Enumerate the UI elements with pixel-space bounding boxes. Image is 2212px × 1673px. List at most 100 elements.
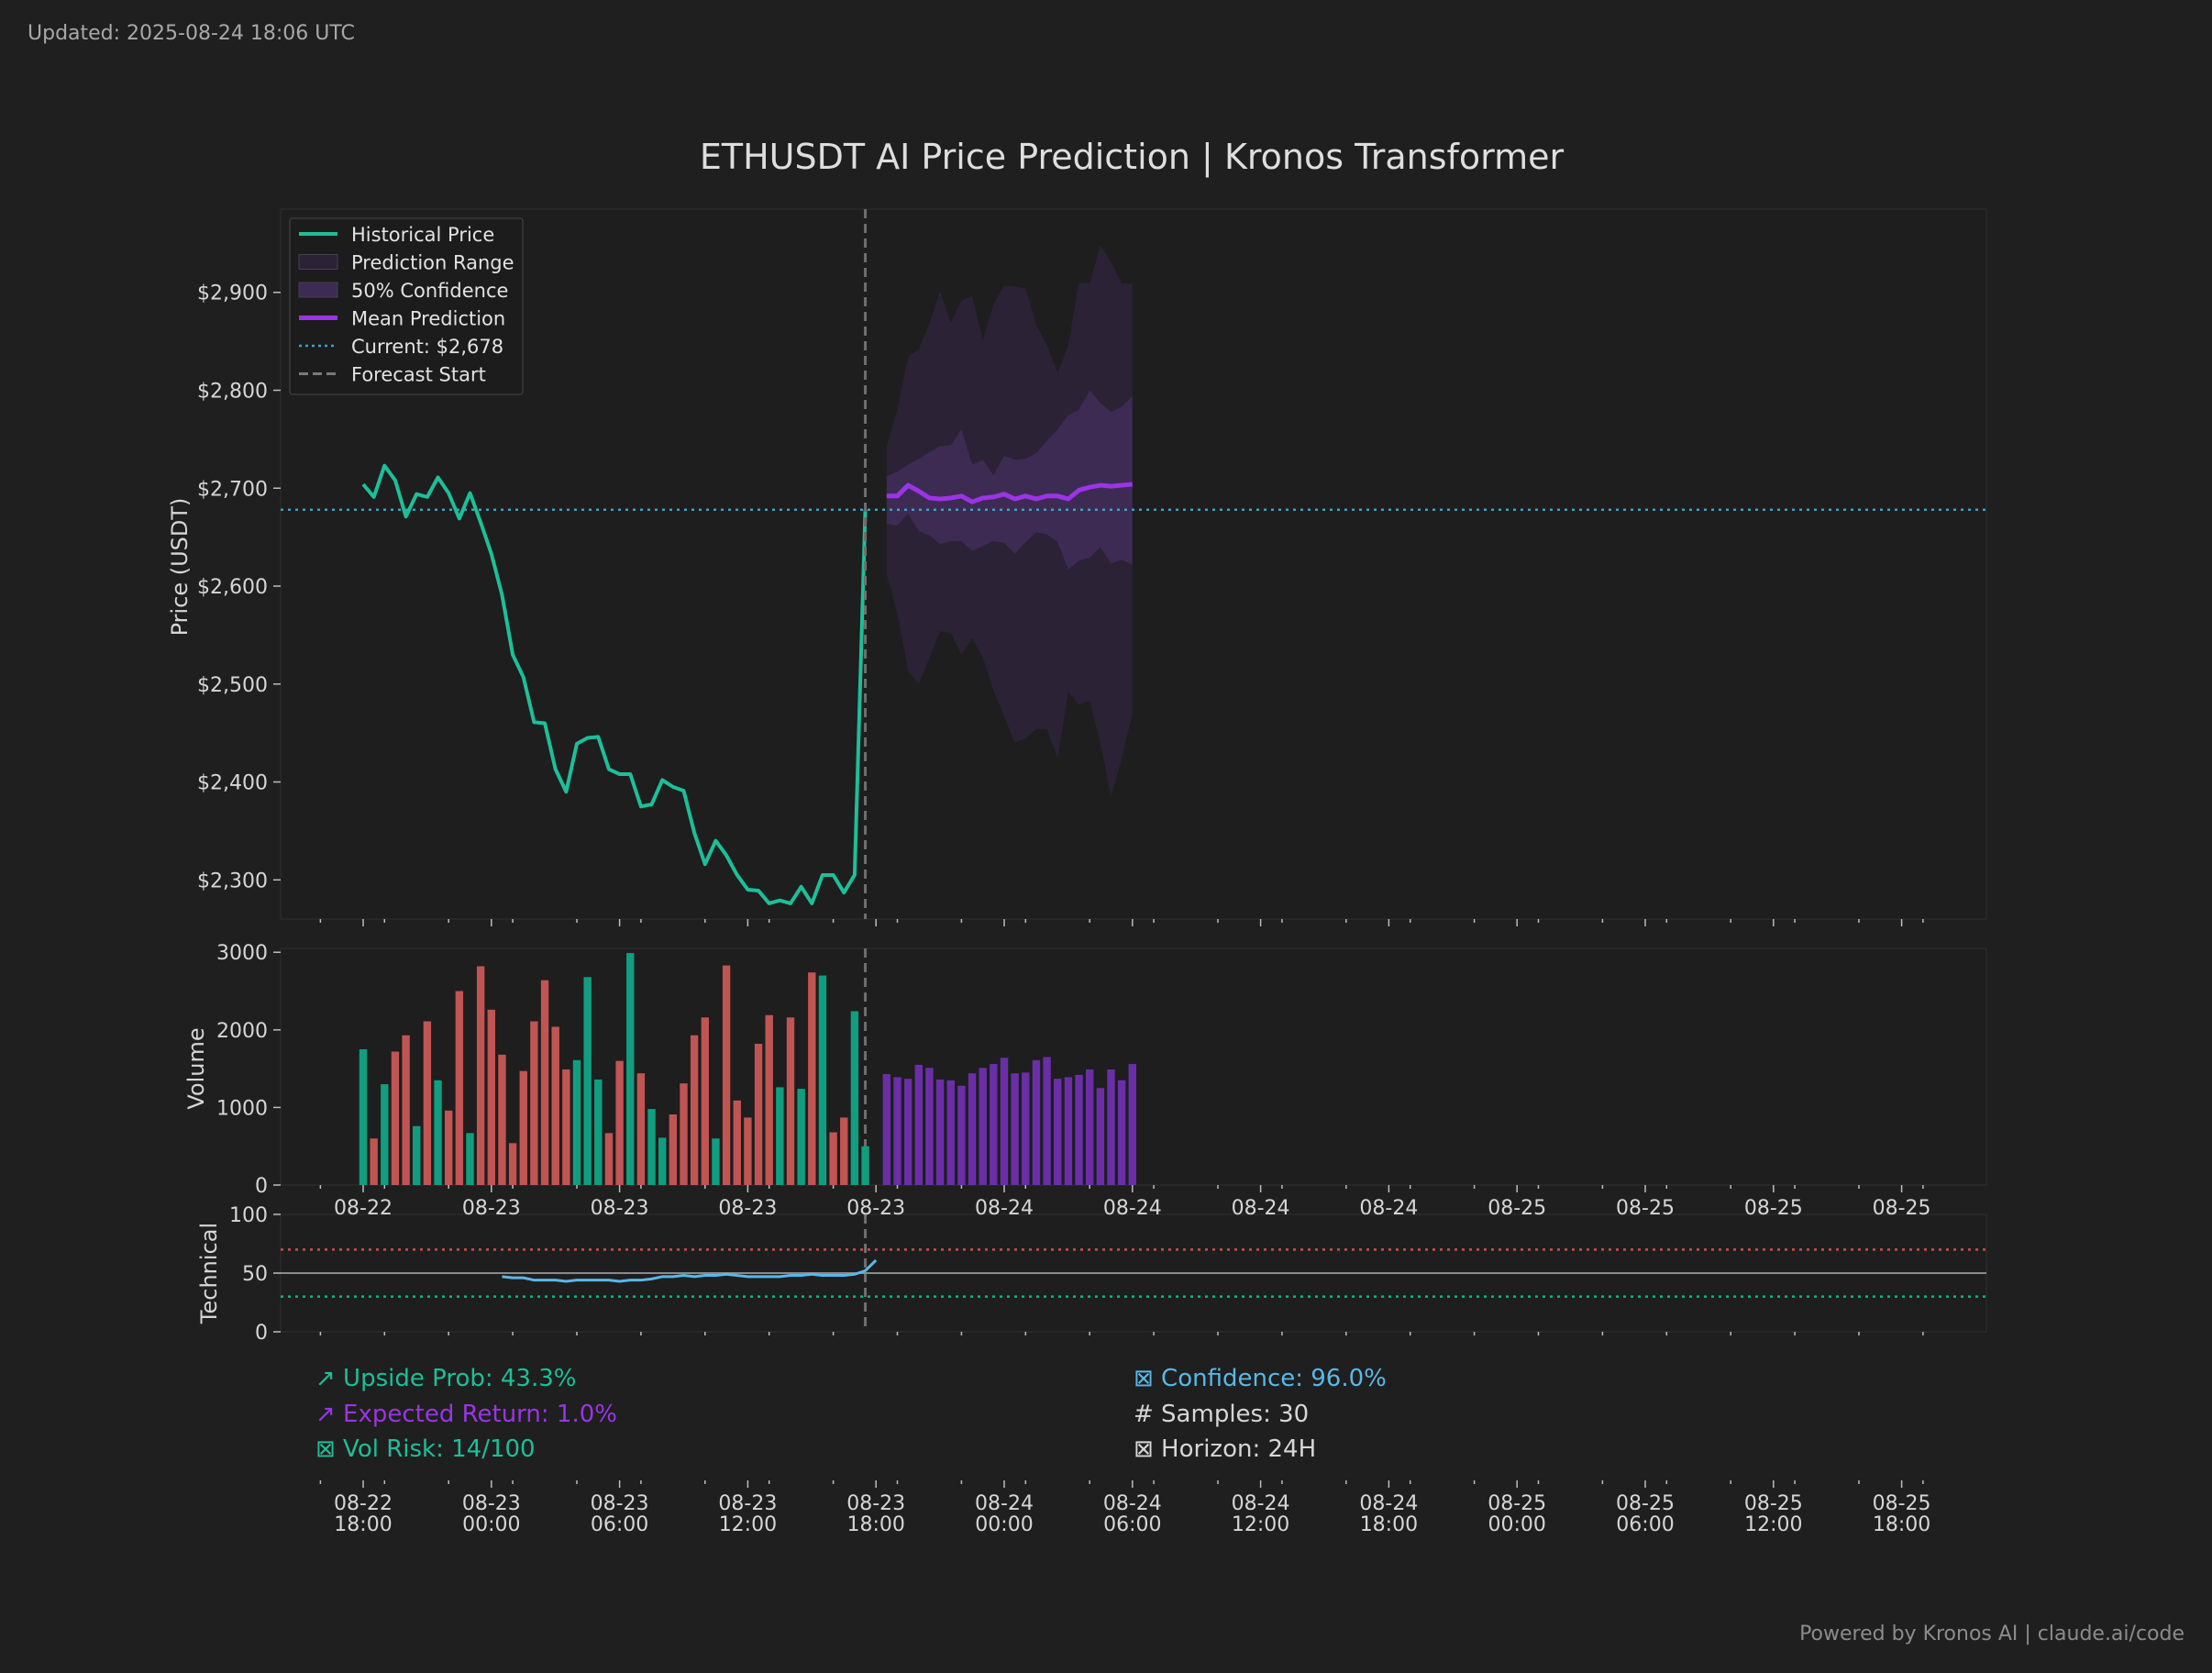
predicted-volume-bar: [990, 1064, 998, 1185]
predicted-volume-bar: [1075, 1074, 1083, 1185]
volume-bar: [540, 980, 549, 1185]
bottom-xtick-date: 08-25: [1873, 1492, 1931, 1515]
predicted-volume-bar: [1011, 1073, 1019, 1185]
volume-bar: [861, 1146, 869, 1185]
volume-bar: [701, 1017, 709, 1185]
bottom-xtick-time: 12:00: [1232, 1513, 1289, 1536]
technical-axis-label: Technical: [196, 1223, 222, 1324]
volume-ytick-label: 1000: [216, 1097, 268, 1120]
predicted-volume-bar: [946, 1080, 955, 1185]
volume-ytick-label: 0: [255, 1175, 268, 1198]
volume-bar: [498, 1054, 506, 1185]
volume-bar: [658, 1137, 667, 1185]
predicted-volume-bar: [914, 1064, 923, 1185]
price-ytick-label: $2,400: [197, 772, 268, 795]
volume-xtick-label: 08-24: [1103, 1197, 1162, 1220]
bottom-xtick-date: 08-24: [1103, 1492, 1162, 1515]
volume-bar: [530, 1021, 538, 1185]
vol-risk: ⊠ Vol Risk: 14/100: [315, 1435, 536, 1463]
volume-bar: [476, 966, 485, 1185]
volume-bar: [818, 975, 827, 1185]
expected-return: ↗ Expected Return: 1.0%: [315, 1401, 617, 1428]
legend-mean-label: Mean Prediction: [351, 308, 505, 330]
chart-panels: [280, 208, 1987, 1333]
volume-bar: [797, 1089, 805, 1185]
samples: # Samples: 30: [1134, 1401, 1309, 1428]
volume-bar: [466, 1133, 474, 1185]
volume-bar: [776, 1087, 784, 1185]
volume-bar: [455, 991, 464, 1185]
predicted-volume-bar: [1128, 1064, 1136, 1185]
bottom-xtick-date: 08-24: [1359, 1492, 1418, 1515]
legend: Historical Price Prediction Range 50% Conf…: [289, 217, 524, 395]
predicted-volume-bar: [1107, 1069, 1115, 1185]
volume-bar: [583, 977, 592, 1185]
volume-bar: [829, 1132, 837, 1185]
bottom-xtick-date: 08-23: [462, 1492, 521, 1515]
volume-bar: [669, 1114, 678, 1185]
volume-bar: [636, 1073, 646, 1185]
technical-ytick-label: 100: [229, 1204, 268, 1227]
bottom-xtick-time: 06:00: [1616, 1513, 1674, 1536]
price-axis-label: Price (USDT): [167, 498, 193, 637]
volume-axis-label: Volume: [183, 1027, 209, 1109]
bottom-xtick-time: 06:00: [591, 1513, 648, 1536]
volume-bar: [754, 1044, 763, 1185]
volume-bar: [487, 1009, 495, 1185]
predicted-volume-bar: [903, 1079, 912, 1185]
price-ytick-label: $2,900: [197, 283, 268, 305]
bottom-xtick-time: 12:00: [719, 1513, 777, 1536]
confidence-50-band: [886, 390, 1133, 570]
volume-bar: [808, 972, 816, 1185]
technical-ytick-label: 0: [255, 1322, 268, 1345]
bottom-xtick-time: 18:00: [1360, 1513, 1418, 1536]
volume-xtick-label: 08-25: [1744, 1197, 1803, 1220]
bottom-xtick-date: 08-25: [1488, 1492, 1546, 1515]
bottom-xtick-date: 08-24: [1232, 1492, 1290, 1515]
footer-credit: Powered by Kronos AI | claude.ai/code: [1799, 1623, 2184, 1645]
volume-bar: [445, 1110, 453, 1185]
predicted-volume-bar: [925, 1068, 934, 1185]
bottom-xtick-time: 18:00: [334, 1513, 392, 1536]
volume-xtick-label: 08-23: [591, 1197, 649, 1220]
x-axis: 08-2208-2218:0008-2308-2300:0008-2308-23…: [319, 919, 1931, 1536]
predicted-volume-bar: [882, 1074, 891, 1185]
technical-ytick-label: 50: [242, 1263, 268, 1286]
volume-bar: [594, 1079, 603, 1185]
volume-bar: [765, 1014, 773, 1185]
technical-panel: 0 50 100: [229, 1204, 1986, 1345]
rsi-line: [502, 1258, 878, 1283]
bottom-xtick-date: 08-23: [846, 1492, 905, 1515]
predicted-volume-bar: [1022, 1072, 1030, 1185]
volume-bar: [381, 1084, 389, 1185]
volume-bar: [402, 1035, 410, 1185]
volume-bar: [572, 1059, 581, 1185]
price-ytick-label: $2,500: [197, 674, 268, 697]
price-ytick-label: $2,800: [197, 381, 268, 404]
volume-xtick-label: 08-25: [1488, 1197, 1546, 1220]
volume-bar: [712, 1138, 720, 1185]
bottom-xtick-time: 00:00: [975, 1513, 1033, 1536]
bottom-xtick-time: 18:00: [1873, 1513, 1930, 1536]
volume-bar: [519, 1070, 527, 1185]
price-ytick-label: $2,300: [197, 870, 268, 892]
horizon: ⊠ Horizon: 24H: [1134, 1435, 1316, 1463]
volume-xtick-label: 08-24: [1359, 1197, 1418, 1220]
volume-bar: [840, 1117, 848, 1185]
bottom-xtick-date: 08-23: [718, 1492, 777, 1515]
bottom-xtick-date: 08-23: [591, 1492, 649, 1515]
volume-bar: [722, 965, 731, 1185]
volume-xtick-label: 08-24: [975, 1197, 1034, 1220]
legend-current-label: Current: $2,678: [351, 336, 503, 358]
price-panel-frame: [280, 208, 1987, 920]
mean-prediction-line: [886, 482, 1134, 504]
volume-ytick-label: 3000: [216, 942, 268, 965]
legend-confidence-label: 50% Confidence: [351, 280, 508, 302]
bottom-xtick-time: 00:00: [1488, 1513, 1545, 1536]
volume-bar: [434, 1080, 442, 1185]
bottom-xtick-time: 06:00: [1103, 1513, 1161, 1536]
bottom-xtick-time: 18:00: [846, 1513, 904, 1536]
predicted-volume-bar: [1000, 1058, 1009, 1185]
volume-xtick-label: 08-25: [1873, 1197, 1931, 1220]
